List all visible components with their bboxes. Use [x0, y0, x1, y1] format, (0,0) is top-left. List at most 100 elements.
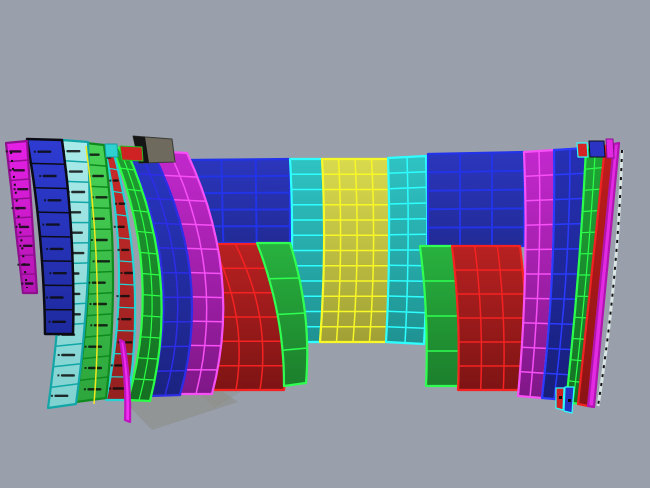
panel-wedge-magenta-left-rail — [18, 254, 35, 257]
cap-red-left[interactable] — [119, 145, 144, 162]
sliver-magenta-left[interactable] — [118, 338, 132, 424]
panel-block-blue-right[interactable] — [426, 150, 526, 248]
cap-red-right[interactable] — [576, 142, 589, 158]
ribbon-red-left-rail — [118, 283, 135, 286]
panel-label-mark — [66, 150, 81, 153]
panel-label-mark — [42, 174, 57, 178]
ribbon-green-grid-left-rail — [133, 378, 155, 381]
panel-label-mark — [61, 353, 76, 357]
ribbon-green-grid-left-rail — [132, 209, 149, 213]
panel-label-mark — [24, 282, 34, 285]
panel-col-cyan-center-right-rail — [388, 170, 427, 175]
dangle-dot-1[interactable] — [559, 396, 562, 399]
panel-block-blue-left-mullion — [254, 159, 258, 244]
panel-col-cyan-center-right-rail — [389, 217, 428, 221]
panel-col-blue-labeled-rail — [30, 162, 66, 166]
panel-label-mark — [22, 244, 33, 247]
panel-label-dot — [113, 225, 116, 228]
panel-label-dot — [11, 207, 14, 210]
panel-label-dot — [50, 394, 53, 397]
panel-grid-red-right[interactable] — [450, 244, 528, 392]
panel-label-dot — [19, 244, 22, 247]
sliver-magenta-left-outline — [118, 338, 132, 424]
panel-label-mark — [20, 263, 31, 266]
ribbon-green-grid-left[interactable] — [110, 145, 163, 403]
panel-col-blue-right-rail — [553, 222, 584, 226]
panel-col-magenta-right-rail — [525, 223, 554, 226]
panel-label-mark — [94, 238, 108, 242]
panel-col-palecyan-labeled-rail — [55, 342, 84, 347]
panel-columns-layer[interactable] — [4, 137, 621, 424]
panel-wedge-magenta-left-rail — [14, 216, 33, 219]
cap-blue-right[interactable] — [588, 140, 606, 158]
panel-block-blue-left-rail — [188, 191, 291, 195]
edge-strip-magenta-right[interactable] — [586, 141, 621, 409]
panel-col-palecyan-labeled-rail — [53, 362, 82, 368]
cap-magenta-right[interactable] — [605, 138, 615, 159]
panel-label-mark — [88, 345, 103, 348]
panel-col-magenta-right-rail — [525, 198, 555, 202]
ribbon-green-grid-left-rail — [142, 315, 162, 318]
panel-col-green-right[interactable] — [418, 244, 460, 388]
panel-col-cyan-center-right-rail — [386, 325, 425, 330]
panel-grid-blue-left-rail — [161, 271, 191, 274]
panel-wedge-magenta-left[interactable] — [4, 139, 39, 295]
panel-grid-magenta-left-rail — [187, 271, 222, 275]
panel-label-mark — [71, 190, 86, 194]
panel-col-blue-right-rail — [554, 197, 585, 201]
panel-label-dot — [44, 199, 46, 202]
panel-label-dot — [90, 239, 93, 241]
panel-col-green-left-rail — [282, 347, 308, 352]
panel-label-mark — [17, 188, 29, 191]
panel-grid-blue-left-rail — [156, 369, 186, 373]
ribbon-red-left-rail — [116, 329, 135, 332]
panel-label-mark — [54, 394, 69, 397]
panel-col-green-labeled-rail — [88, 185, 109, 188]
panel-label-mark — [70, 251, 85, 255]
panel-grid-blue-left[interactable] — [124, 147, 194, 398]
panel-col-magenta-right-rail — [524, 174, 555, 178]
panel-label-dot — [92, 260, 95, 263]
panel-label-dot — [42, 223, 45, 226]
panel-label-dot — [48, 320, 51, 323]
ribbon-red-left-rail — [117, 237, 131, 240]
panel-col-magenta-right-rail — [519, 370, 545, 374]
panel-label-dot — [117, 341, 120, 344]
panel-label-mark — [92, 217, 105, 220]
panel-col-yellow-center[interactable] — [318, 157, 392, 344]
panel-label-dot — [46, 247, 49, 250]
panel-col-green-left[interactable] — [255, 241, 309, 388]
panel-label-mark — [49, 296, 64, 299]
panel-grid-blue-left-rail — [146, 197, 174, 201]
panel-label-mark — [9, 150, 22, 153]
panel-grid-magenta-left-rail — [162, 174, 198, 178]
ribbon-green-grid-left-rail — [120, 167, 135, 171]
panel-col-blue-labeled[interactable] — [25, 137, 75, 336]
edge-strip-magenta-right-outline — [586, 141, 621, 409]
panel-block-blue-right-outline — [426, 150, 526, 248]
panel-label-mark — [47, 199, 62, 202]
panel-label-dot — [46, 296, 49, 299]
cap-cyan-left[interactable] — [104, 143, 119, 158]
panel-label-dot — [17, 263, 20, 266]
panel-label-mark — [96, 260, 111, 263]
panel-label-dot — [39, 175, 42, 177]
panel-col-magenta-right-rail — [521, 346, 548, 350]
panel-label-mark — [52, 320, 66, 323]
panel-label-dot — [91, 196, 94, 199]
panel-label-dot — [110, 364, 113, 367]
panel-label-dot — [117, 248, 120, 251]
ribbon-red-left-rail — [115, 213, 128, 217]
panel-col-green-labeled-rail — [87, 291, 113, 295]
dangle-dot-2[interactable] — [568, 399, 571, 402]
panel-col-cyan-center-right-rail — [387, 295, 427, 298]
edge-caps-layer[interactable] — [104, 135, 615, 414]
panel-label-dot — [15, 225, 18, 228]
edge-lines-layer — [10, 145, 624, 407]
panel-label-dot — [21, 282, 24, 285]
panel-label-dot — [116, 295, 119, 298]
panel-label-mark — [49, 247, 64, 251]
panel-col-green-left-rail — [277, 312, 306, 316]
